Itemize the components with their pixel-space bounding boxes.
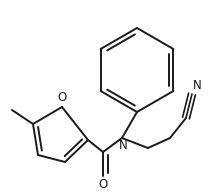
- Text: N: N: [193, 79, 202, 92]
- Text: N: N: [119, 139, 127, 152]
- Text: O: O: [57, 91, 67, 104]
- Text: O: O: [98, 178, 108, 191]
